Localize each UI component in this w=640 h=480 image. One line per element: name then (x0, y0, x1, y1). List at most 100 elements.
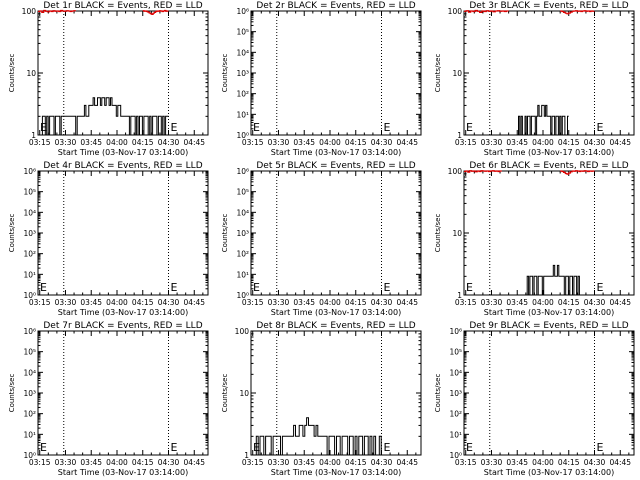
y-tick-label: 10³ (236, 69, 249, 78)
event-marker-e: E (171, 121, 178, 134)
x-tick-label: 04:30 (584, 458, 606, 467)
y-tick-label: 1 (31, 131, 36, 140)
panel-title: Det 9r BLACK = Events, RED = LLD (469, 321, 628, 331)
y-tick-label: 10¹ (23, 270, 36, 279)
y-tick-label: 10 (239, 389, 249, 398)
x-tick-label: 03:15 (455, 138, 477, 147)
x-tick-label: 03:15 (242, 138, 264, 147)
y-tick-label: 10⁰ (449, 451, 462, 460)
y-axis-title: Counts/sec (8, 374, 16, 413)
panel-det-9: Det 9r BLACK = Events, RED = LLD 10⁰ 10¹ 10… (434, 321, 635, 477)
y-tick-label: 10⁰ (236, 131, 249, 140)
y-tick-label: 10⁵ (236, 28, 249, 37)
x-tick-label: 03:30 (55, 458, 77, 467)
x-tick-label: 04:15 (345, 298, 367, 307)
events-series-line (254, 417, 385, 456)
event-marker-e: E (384, 441, 391, 454)
y-tick-label: 10² (449, 410, 462, 419)
event-marker-e: E (384, 281, 391, 294)
x-tick-label: 03:45 (506, 138, 528, 147)
event-marker-e: E (40, 281, 47, 294)
x-tick-label: 04:00 (532, 458, 554, 467)
y-tick-label: 100 (448, 7, 463, 16)
lld-series-line (38, 9, 76, 13)
x-tick-label: 03:15 (455, 458, 477, 467)
x-tick-label: 04:30 (371, 458, 393, 467)
event-marker-e: E (597, 121, 604, 134)
panel-title: Det 3r BLACK = Events, RED = LLD (469, 1, 628, 11)
x-tick-label: 03:15 (455, 298, 477, 307)
y-tick-label: 1 (457, 291, 462, 300)
panel-det-7: Det 7r BLACK = Events, RED = LLD 10⁰ 10¹ 10… (8, 321, 209, 477)
x-tick-label: 04:15 (132, 138, 154, 147)
y-tick-label: 1 (244, 451, 249, 460)
x-axis-title: Start Time (03-Nov-17 03:14:00) (484, 148, 614, 157)
y-axis-title: Counts/sec (221, 214, 229, 253)
y-tick-label: 10⁰ (23, 291, 36, 300)
event-marker-e: E (597, 281, 604, 294)
y-tick-label: 10⁵ (23, 348, 36, 357)
lld-series-line (464, 170, 502, 173)
y-tick-label: 10⁴ (449, 368, 462, 377)
y-tick-label: 10² (23, 250, 36, 259)
x-tick-label: 04:00 (319, 458, 341, 467)
x-tick-label: 04:00 (106, 298, 128, 307)
x-tick-label: 04:30 (158, 298, 180, 307)
y-tick-label: 10⁶ (23, 327, 36, 336)
event-marker-e: E (253, 441, 260, 454)
y-tick-label: 10⁴ (23, 208, 36, 217)
x-tick-label: 03:45 (293, 298, 315, 307)
x-tick-label: 03:15 (242, 298, 264, 307)
x-tick-label: 03:30 (481, 298, 503, 307)
y-tick-label: 100 (22, 7, 37, 16)
y-axis-title: Counts/sec (221, 54, 229, 93)
y-axis-title: Counts/sec (221, 374, 229, 413)
y-tick-label: 10⁴ (236, 48, 249, 57)
event-marker-e: E (253, 281, 260, 294)
x-tick-label: 04:30 (584, 138, 606, 147)
y-axis-title: Counts/sec (8, 214, 16, 253)
x-axis-title: Start Time (03-Nov-17 03:14:00) (271, 468, 401, 477)
x-tick-label: 04:45 (183, 458, 205, 467)
x-tick-label: 04:30 (158, 458, 180, 467)
x-tick-label: 03:15 (29, 138, 51, 147)
y-tick-label: 10¹ (236, 110, 249, 119)
y-tick-label: 10⁶ (449, 327, 462, 336)
panel-title: Det 6r BLACK = Events, RED = LLD (469, 161, 628, 171)
x-tick-label: 04:00 (532, 298, 554, 307)
panel-det-4: Det 4r BLACK = Events, RED = LLD 10⁰ 10¹ 10… (8, 161, 209, 317)
x-tick-label: 04:15 (558, 458, 580, 467)
x-tick-label: 03:45 (506, 458, 528, 467)
event-marker-e: E (597, 441, 604, 454)
x-tick-label: 03:15 (242, 458, 264, 467)
x-tick-label: 03:30 (268, 298, 290, 307)
x-tick-label: 04:15 (132, 298, 154, 307)
event-marker-e: E (384, 121, 391, 134)
x-axis-title: Start Time (03-Nov-17 03:14:00) (484, 468, 614, 477)
events-series-line (517, 104, 569, 136)
x-tick-label: 04:15 (345, 138, 367, 147)
events-series-line (525, 264, 581, 296)
events-series-line (38, 97, 169, 136)
x-tick-label: 04:00 (532, 138, 554, 147)
x-tick-label: 03:45 (506, 298, 528, 307)
lld-series-line (464, 9, 509, 13)
x-tick-label: 03:15 (29, 458, 51, 467)
panel-title: Det 8r BLACK = Events, RED = LLD (256, 321, 415, 331)
x-tick-label: 04:45 (609, 458, 631, 467)
x-tick-label: 03:45 (80, 298, 102, 307)
x-tick-label: 03:45 (80, 458, 102, 467)
x-axis-title: Start Time (03-Nov-17 03:14:00) (484, 308, 614, 317)
x-tick-label: 04:45 (396, 298, 418, 307)
x-tick-label: 03:30 (481, 458, 503, 467)
x-tick-label: 03:15 (29, 298, 51, 307)
x-tick-label: 04:15 (345, 458, 367, 467)
panel-title: Det 5r BLACK = Events, RED = LLD (256, 161, 415, 171)
panel-det-1: Det 1r BLACK = Events, RED = LLD 1 10 100 03… (8, 1, 209, 157)
y-tick-label: 10⁵ (449, 348, 462, 357)
y-tick-label: 10² (23, 410, 36, 419)
event-marker-e: E (171, 441, 178, 454)
y-tick-label: 10⁴ (23, 368, 36, 377)
y-tick-label: 10⁵ (236, 188, 249, 197)
y-tick-label: 10³ (23, 389, 36, 398)
